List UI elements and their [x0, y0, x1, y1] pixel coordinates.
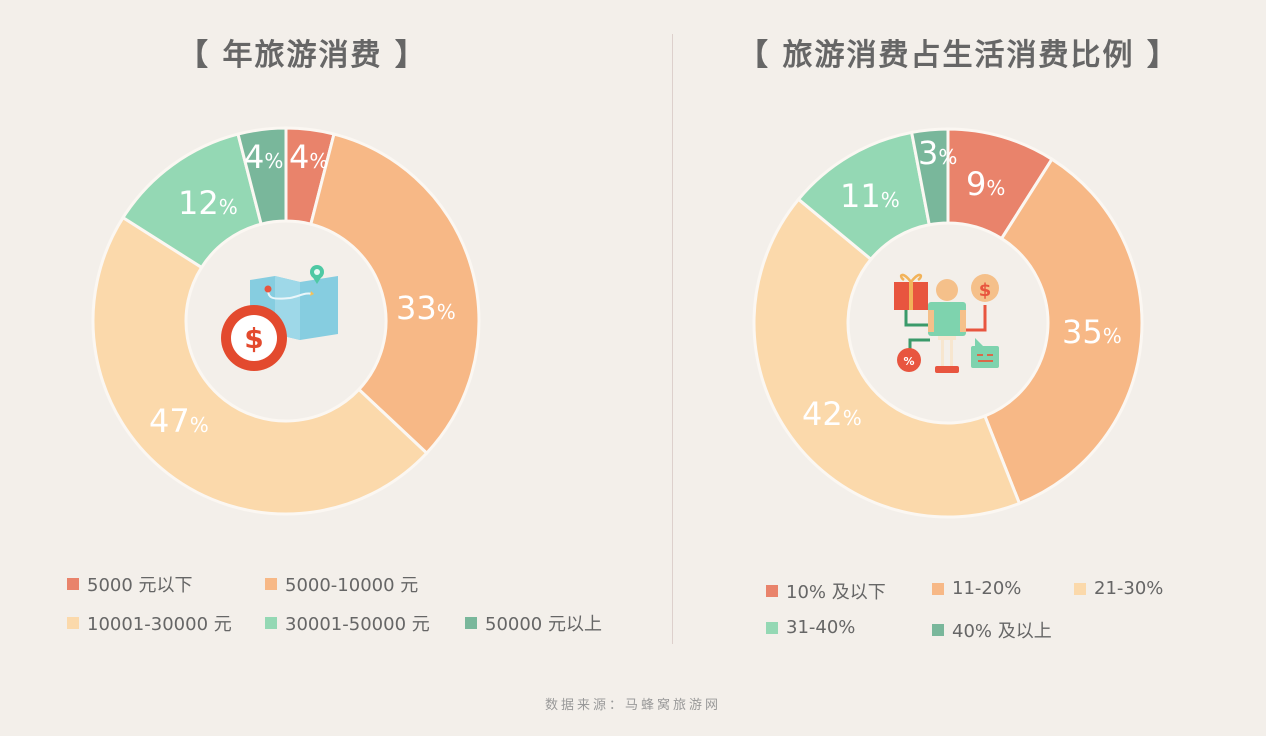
legend-swatch [1074, 582, 1086, 595]
donut-segment [752, 197, 1022, 519]
legend-item: 11-20% [932, 578, 1021, 599]
legend-swatch [766, 621, 778, 634]
divider [672, 34, 673, 644]
left-label-2: 47% [149, 402, 209, 440]
legend-item: 5000 元以下 [67, 571, 193, 597]
right-label-0: 9% [966, 165, 1006, 203]
svg-text:$: $ [979, 280, 992, 301]
donut-segment [982, 157, 1144, 506]
map-money-icon: $ [221, 265, 338, 371]
right-label-1: 35% [1062, 313, 1122, 351]
donut-segment [909, 127, 950, 227]
svg-text:$: $ [244, 322, 263, 355]
legend-item: 31-40% [766, 617, 855, 638]
legend-item: 21-30% [1074, 578, 1163, 599]
left-donut [91, 126, 481, 516]
right-chart-title: 【 旅游消费占生活消费比例 】 [738, 38, 1179, 73]
legend-swatch [766, 585, 778, 597]
legend-item: 50000 元以上 [465, 610, 602, 636]
legend-item: 5000-10000 元 [265, 571, 418, 597]
donut-segment [309, 132, 481, 456]
left-chart-title: 【 年旅游消费 】 [178, 38, 427, 73]
left-label-4: 4% [244, 138, 284, 176]
legend-swatch [932, 582, 944, 595]
legend-swatch [67, 578, 79, 590]
left-label-3: 12% [178, 184, 238, 222]
legend-item: 10001-30000 元 [67, 610, 232, 636]
donut-segment [91, 215, 429, 516]
legend-swatch [932, 624, 944, 636]
person-shopping-icon: $ % [894, 273, 999, 373]
donut-segment [236, 126, 288, 226]
legend-swatch [265, 617, 277, 629]
right-label-3: 11% [840, 177, 900, 215]
left-label-0: 4% [289, 138, 329, 176]
svg-text:%: % [903, 355, 914, 368]
right-label-4: 3% [918, 134, 958, 172]
right-donut [752, 127, 1144, 519]
data-source: 数据来源：马蜂窝旅游网 [544, 698, 721, 713]
legend-item: 40% 及以上 [932, 617, 1052, 643]
left-label-1: 33% [396, 289, 456, 327]
right-label-2: 42% [802, 395, 862, 433]
legend-swatch [465, 617, 477, 629]
legend-swatch [67, 617, 79, 629]
legend-item: 10% 及以下 [766, 578, 886, 604]
legend-swatch [265, 578, 277, 590]
legend-item: 30001-50000 元 [265, 610, 430, 636]
